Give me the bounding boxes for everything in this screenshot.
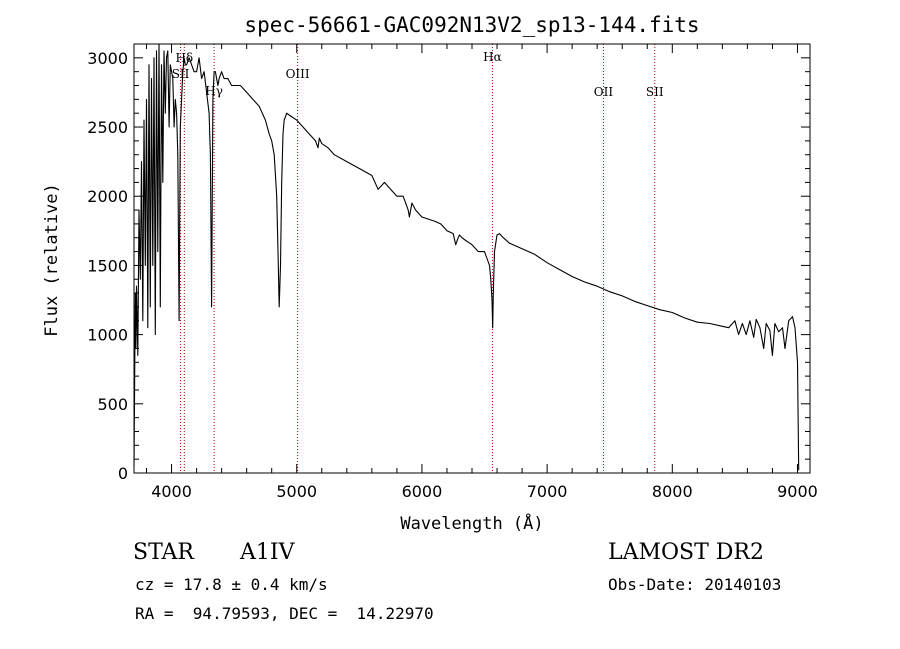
y-tick-label: 2500 <box>87 118 128 137</box>
line-markers <box>180 44 656 473</box>
survey-name: LAMOST DR2 <box>608 540 764 565</box>
y-axis-label: Flux (relative) <box>42 183 62 337</box>
x-axis-label: Wavelength (Å) <box>400 512 543 534</box>
line-marker-label: Hα <box>483 50 502 64</box>
y-tick-label: 1500 <box>87 256 128 275</box>
redshift-text: cz = 17.8 ± 0.4 km/s <box>135 575 328 594</box>
chart-title: spec-56661-GAC092N13V2_sp13-144.fits <box>244 13 699 37</box>
obs-date-text: Obs-Date: 20140103 <box>608 575 782 594</box>
y-tick-label: 0 <box>118 464 128 483</box>
line-marker-label: SII <box>172 67 190 81</box>
x-tick-label: 9000 <box>777 482 818 501</box>
x-tick-label: 4000 <box>151 482 192 501</box>
spectrum-series <box>133 43 800 471</box>
y-axis-ticks: 0 500 1000 1500 2000 2500 3000 <box>87 43 810 483</box>
y-tick-label: 500 <box>97 395 128 414</box>
x-tick-label: 7000 <box>527 482 568 501</box>
x-tick-label: 5000 <box>276 482 317 501</box>
object-class: STAR <box>133 540 194 565</box>
y-tick-label: 3000 <box>87 49 128 68</box>
line-marker-label: OII <box>594 85 614 99</box>
spectrum-line <box>133 43 800 471</box>
y-tick-label: 1000 <box>87 326 128 345</box>
line-marker-label: SII <box>646 85 664 99</box>
coordinates-text: RA = 94.79593, DEC = 14.22970 <box>135 604 434 623</box>
object-subclass: A1IV <box>240 540 295 565</box>
x-axis-ticks: 4000 5000 6000 7000 8000 9000 <box>146 44 818 501</box>
plot-frame <box>133 43 811 474</box>
x-tick-label: 6000 <box>402 482 443 501</box>
x-tick-label: 8000 <box>652 482 693 501</box>
line-marker-label: Hγ <box>205 84 223 98</box>
y-tick-label: 2000 <box>87 187 128 206</box>
line-marker-label: OIII <box>286 67 310 81</box>
